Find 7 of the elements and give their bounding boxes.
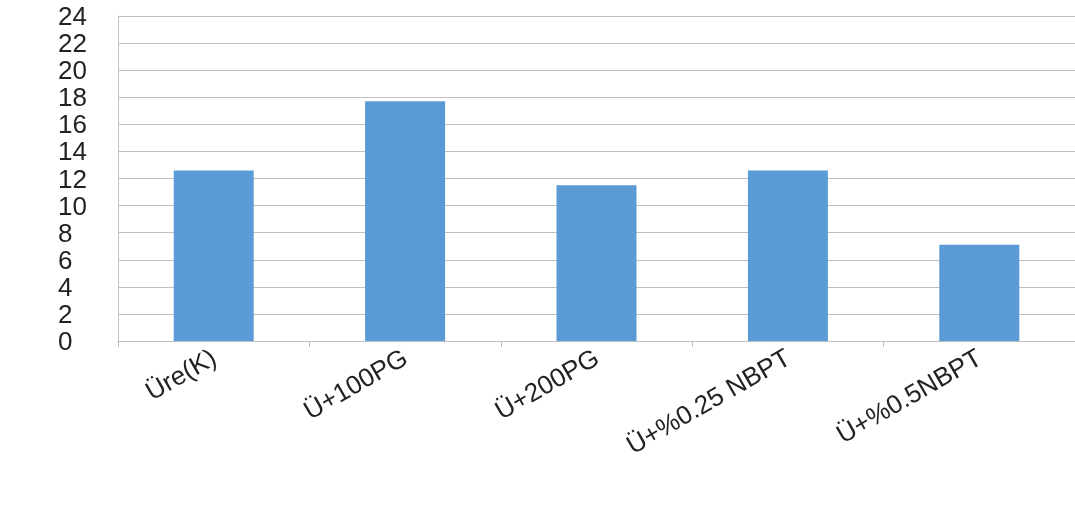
bar [173, 170, 254, 341]
bar [365, 101, 446, 341]
y-tick-label: 0 [58, 326, 73, 356]
y-tick-label: 24 [58, 1, 87, 31]
bar [556, 185, 637, 341]
bar [747, 170, 828, 341]
bar [939, 244, 1020, 341]
